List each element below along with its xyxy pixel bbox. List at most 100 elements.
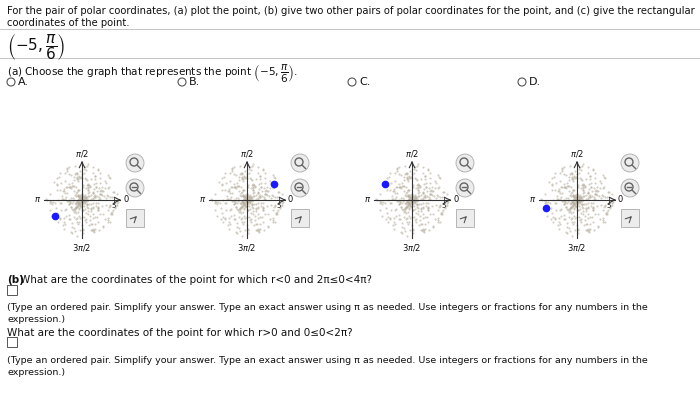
- Point: [78, 199, 89, 206]
- Point: [91, 193, 102, 200]
- Point: [578, 190, 589, 196]
- Point: [401, 175, 412, 182]
- Point: [103, 214, 114, 221]
- Point: [397, 199, 408, 206]
- Point: [236, 200, 247, 207]
- Point: [90, 176, 101, 182]
- Point: [227, 168, 238, 174]
- Point: [241, 213, 253, 220]
- Point: [246, 209, 257, 216]
- Point: [77, 197, 88, 204]
- Circle shape: [621, 154, 639, 172]
- Point: [596, 202, 607, 209]
- Point: [230, 184, 241, 190]
- Point: [78, 196, 90, 203]
- Point: [424, 191, 435, 197]
- Point: [80, 219, 91, 225]
- Point: [55, 200, 66, 206]
- Point: [570, 174, 582, 181]
- Point: [209, 199, 220, 206]
- Point: [402, 199, 413, 205]
- Point: [404, 192, 415, 199]
- Point: [423, 166, 434, 173]
- Point: [75, 167, 86, 174]
- Point: [374, 197, 385, 204]
- Point: [238, 178, 249, 184]
- Point: [402, 197, 414, 204]
- Point: [60, 206, 71, 213]
- Point: [590, 186, 601, 193]
- Point: [244, 199, 255, 206]
- Point: [78, 213, 90, 220]
- Point: [385, 206, 396, 213]
- Point: [78, 201, 89, 207]
- Point: [411, 204, 422, 210]
- Point: [235, 184, 246, 191]
- Point: [229, 216, 240, 222]
- Point: [239, 196, 251, 203]
- Point: [382, 218, 393, 225]
- Point: [565, 192, 576, 199]
- Point: [395, 184, 407, 191]
- Point: [554, 220, 566, 227]
- Point: [401, 215, 412, 222]
- Point: [571, 170, 582, 177]
- Point: [396, 230, 407, 237]
- Point: [225, 213, 237, 219]
- Point: [558, 164, 569, 171]
- Point: [546, 181, 557, 187]
- Point: [108, 199, 119, 206]
- Point: [240, 199, 251, 205]
- Point: [573, 169, 584, 176]
- Point: [85, 205, 96, 212]
- Point: [257, 166, 268, 173]
- Point: [553, 186, 564, 192]
- Point: [402, 201, 414, 207]
- Point: [590, 180, 601, 186]
- Point: [74, 201, 85, 208]
- Point: [552, 196, 564, 202]
- Point: [224, 178, 235, 185]
- Point: [244, 169, 255, 176]
- Point: [244, 197, 256, 204]
- Point: [562, 207, 573, 214]
- Point: [74, 196, 85, 203]
- Point: [244, 196, 255, 203]
- Point: [80, 191, 91, 198]
- Point: [587, 207, 598, 214]
- Point: [424, 194, 435, 201]
- Point: [74, 174, 85, 181]
- Point: [103, 173, 114, 180]
- Point: [220, 206, 232, 213]
- Point: [402, 201, 414, 208]
- Point: [377, 198, 388, 205]
- Point: [393, 201, 405, 207]
- Point: [398, 225, 409, 232]
- Point: [64, 184, 76, 191]
- Point: [79, 197, 90, 204]
- Point: [574, 202, 585, 209]
- Point: [398, 182, 409, 189]
- Point: [390, 196, 401, 202]
- Text: $\pi/2$: $\pi/2$: [240, 148, 254, 159]
- Point: [72, 176, 83, 183]
- Point: [241, 194, 252, 200]
- Point: [235, 210, 246, 217]
- Point: [393, 196, 405, 203]
- Point: [595, 177, 606, 184]
- Point: [396, 224, 407, 230]
- Point: [416, 201, 427, 207]
- Point: [82, 181, 93, 187]
- Point: [393, 215, 405, 222]
- Point: [253, 226, 264, 232]
- Point: [437, 189, 448, 195]
- Point: [552, 221, 564, 228]
- Point: [574, 193, 585, 200]
- Point: [589, 196, 601, 203]
- Point: [71, 198, 83, 205]
- Point: [595, 194, 606, 201]
- Point: [80, 216, 92, 223]
- Point: [564, 188, 575, 195]
- Point: [246, 196, 257, 202]
- Point: [276, 199, 287, 206]
